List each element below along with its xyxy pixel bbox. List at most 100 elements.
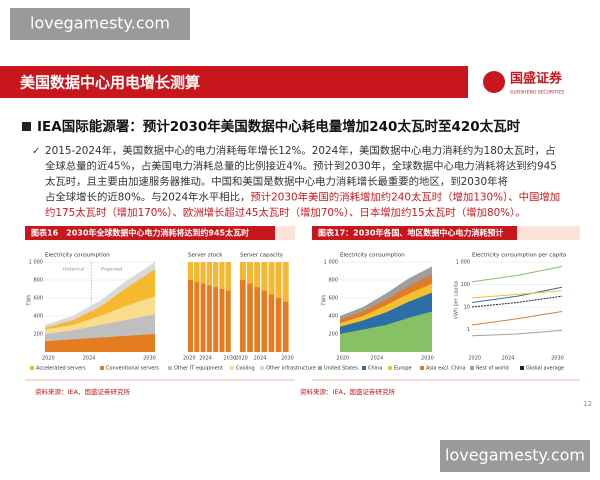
paragraph-line: 占全球增长的近80%。与2024年水平相比，预计2030年美国的消耗增加约240…	[45, 191, 560, 204]
text-segment: 2015-2024年，美国数据中心的电力消耗每年增长12%。2024年，美国数据…	[45, 144, 555, 157]
text-segment: 约175太瓦时（增加170%）、欧洲增长超过45太瓦时（增加70%）、日本增加约…	[45, 206, 526, 219]
y-tick-label: 800	[33, 278, 43, 284]
unit-label: TWh	[27, 294, 33, 306]
annotation: Projected	[101, 267, 122, 273]
series-line	[471, 311, 563, 326]
legend-swatch	[30, 366, 34, 370]
legend-label: United States	[324, 366, 358, 372]
legend-swatch	[470, 366, 474, 370]
legend-swatch	[318, 366, 322, 370]
legend-label: Rest of world	[476, 366, 509, 372]
bar-part	[254, 262, 260, 352]
bar-part	[206, 262, 212, 352]
x-tick-label: 2024	[502, 356, 515, 362]
legend-label: China	[368, 366, 382, 372]
logo-icon	[483, 71, 505, 93]
caption: 图表17：2030年各国、地区数据中心电力消耗预计	[318, 228, 503, 238]
y-tick-label: 100	[460, 282, 470, 288]
series-line	[471, 266, 563, 283]
bar-part	[219, 262, 225, 289]
y-tick-label: 1 000	[456, 260, 470, 266]
bar-part	[261, 262, 268, 352]
y-tick-label: 1	[467, 327, 470, 333]
paragraph-line: 全球总量的近45%，占美国电力消耗总量的比例接近4%。预计到2030年，全球数据…	[45, 160, 557, 173]
bar-part	[219, 262, 225, 352]
source: 资料来源：IEA，国盛证券研究所	[300, 387, 395, 396]
bar-part	[240, 262, 246, 280]
series-line	[471, 295, 563, 308]
legend-label: Asia excl. China	[426, 366, 466, 372]
legend-swatch	[260, 366, 264, 370]
x-tick-label: 2024	[199, 356, 212, 362]
legend-label: Other IT equipment	[174, 366, 223, 372]
bar-part	[268, 262, 275, 295]
x-tick-label: 2030	[143, 356, 156, 362]
text-segment: 占全球增长的近80%。与2024年水平相比，	[45, 191, 250, 204]
legend-swatch	[168, 366, 172, 370]
bar-part	[194, 262, 200, 352]
bar-part	[268, 262, 275, 352]
y-tick-label: 600	[328, 296, 338, 302]
bar-part	[261, 262, 268, 291]
source: 资料来源：IEA，国盛证券研究所	[35, 387, 130, 396]
page-number: 12	[583, 400, 592, 408]
bar-part	[247, 262, 253, 284]
bar-part	[194, 262, 200, 282]
x-tick-label: 2020	[183, 356, 196, 362]
text-segment: 全球总量的近45%，占美国电力消耗总量的比例接近4%。预计到2030年，全球数据…	[45, 160, 557, 173]
legend-swatch	[362, 366, 366, 370]
y-tick-label: 10	[464, 305, 470, 311]
header-title: 美国数据中心用电增长测算	[20, 74, 200, 92]
legend-label: Conventional servers	[106, 366, 159, 372]
x-tick-label: 2024	[83, 356, 96, 362]
x-tick-label: 2030	[223, 356, 236, 362]
x-tick-label: 2030	[421, 356, 434, 362]
caption-tab	[312, 226, 517, 240]
x-tick-label: 2020	[42, 356, 55, 362]
text-segment: 预计2030年美国的消耗增加约240太瓦时（增加130%）、中国增加	[250, 191, 560, 204]
bar-part	[213, 262, 219, 352]
series-line	[471, 329, 563, 337]
legend-label: Global average	[526, 366, 564, 372]
legend-label: Other infrastructure	[266, 366, 316, 372]
y-tick-label: 600	[33, 296, 43, 302]
unit-label: kWh per capita	[454, 281, 460, 319]
paragraph-line: 2015-2024年，美国数据中心的电力消耗每年增长12%。2024年，美国数据…	[45, 144, 555, 157]
logo-name: 国盛证券	[510, 71, 563, 87]
area-layer	[45, 334, 155, 352]
x-tick-label: 2024	[370, 356, 383, 362]
area-layer	[340, 311, 432, 352]
series-line	[471, 290, 563, 299]
watermark: lovegamesty.com	[30, 14, 170, 33]
watermark-box	[10, 8, 190, 40]
y-tick-label: 800	[328, 278, 338, 284]
paragraph-line: 约175太瓦时（增加170%）、欧洲增长超过45太瓦时（增加70%）、日本增加约…	[45, 206, 526, 219]
check-mark: ✓	[32, 146, 40, 157]
bar-part	[206, 262, 212, 286]
y-tick-label: 200	[33, 332, 43, 338]
bar-part	[200, 262, 206, 352]
caption: 图表16 2030年全球数据中心电力消耗将达到约945太瓦时	[31, 228, 249, 238]
bullet	[22, 122, 31, 131]
bar-part	[275, 262, 282, 352]
headline: IEA国际能源署：预计2030年美国数据中心耗电量增加240太瓦时至420太瓦时	[37, 118, 521, 135]
bar-part	[188, 262, 194, 280]
bar-part	[254, 262, 260, 288]
paragraph: 2015-2024年，美国数据中心的电力消耗每年增长12%。2024年，美国数据…	[45, 144, 560, 219]
bar-part	[200, 262, 206, 284]
text-segment: 太瓦时，且主要由加速服务器推动。中国和美国是数据中心电力消耗增长最重要的地区，到…	[45, 175, 508, 188]
panel-title: Electricity consumption per capita	[472, 253, 566, 259]
legend-label: Accelerated servers	[36, 366, 86, 372]
bar-part	[282, 262, 289, 352]
logo-sub: GUOSHENG SECURITIES	[510, 90, 564, 96]
legend-swatch	[388, 366, 392, 370]
bar-part	[225, 262, 231, 352]
unit-label: TWh	[322, 294, 328, 306]
legend-swatch	[520, 366, 524, 370]
figures: 图表16 2030年全球数据中心电力消耗将达到约945太瓦时 Electricit…	[25, 226, 580, 396]
bar-part	[275, 262, 282, 298]
series-line	[471, 286, 563, 303]
x-tick-label: 2020	[235, 356, 248, 362]
bar-part	[240, 262, 246, 352]
